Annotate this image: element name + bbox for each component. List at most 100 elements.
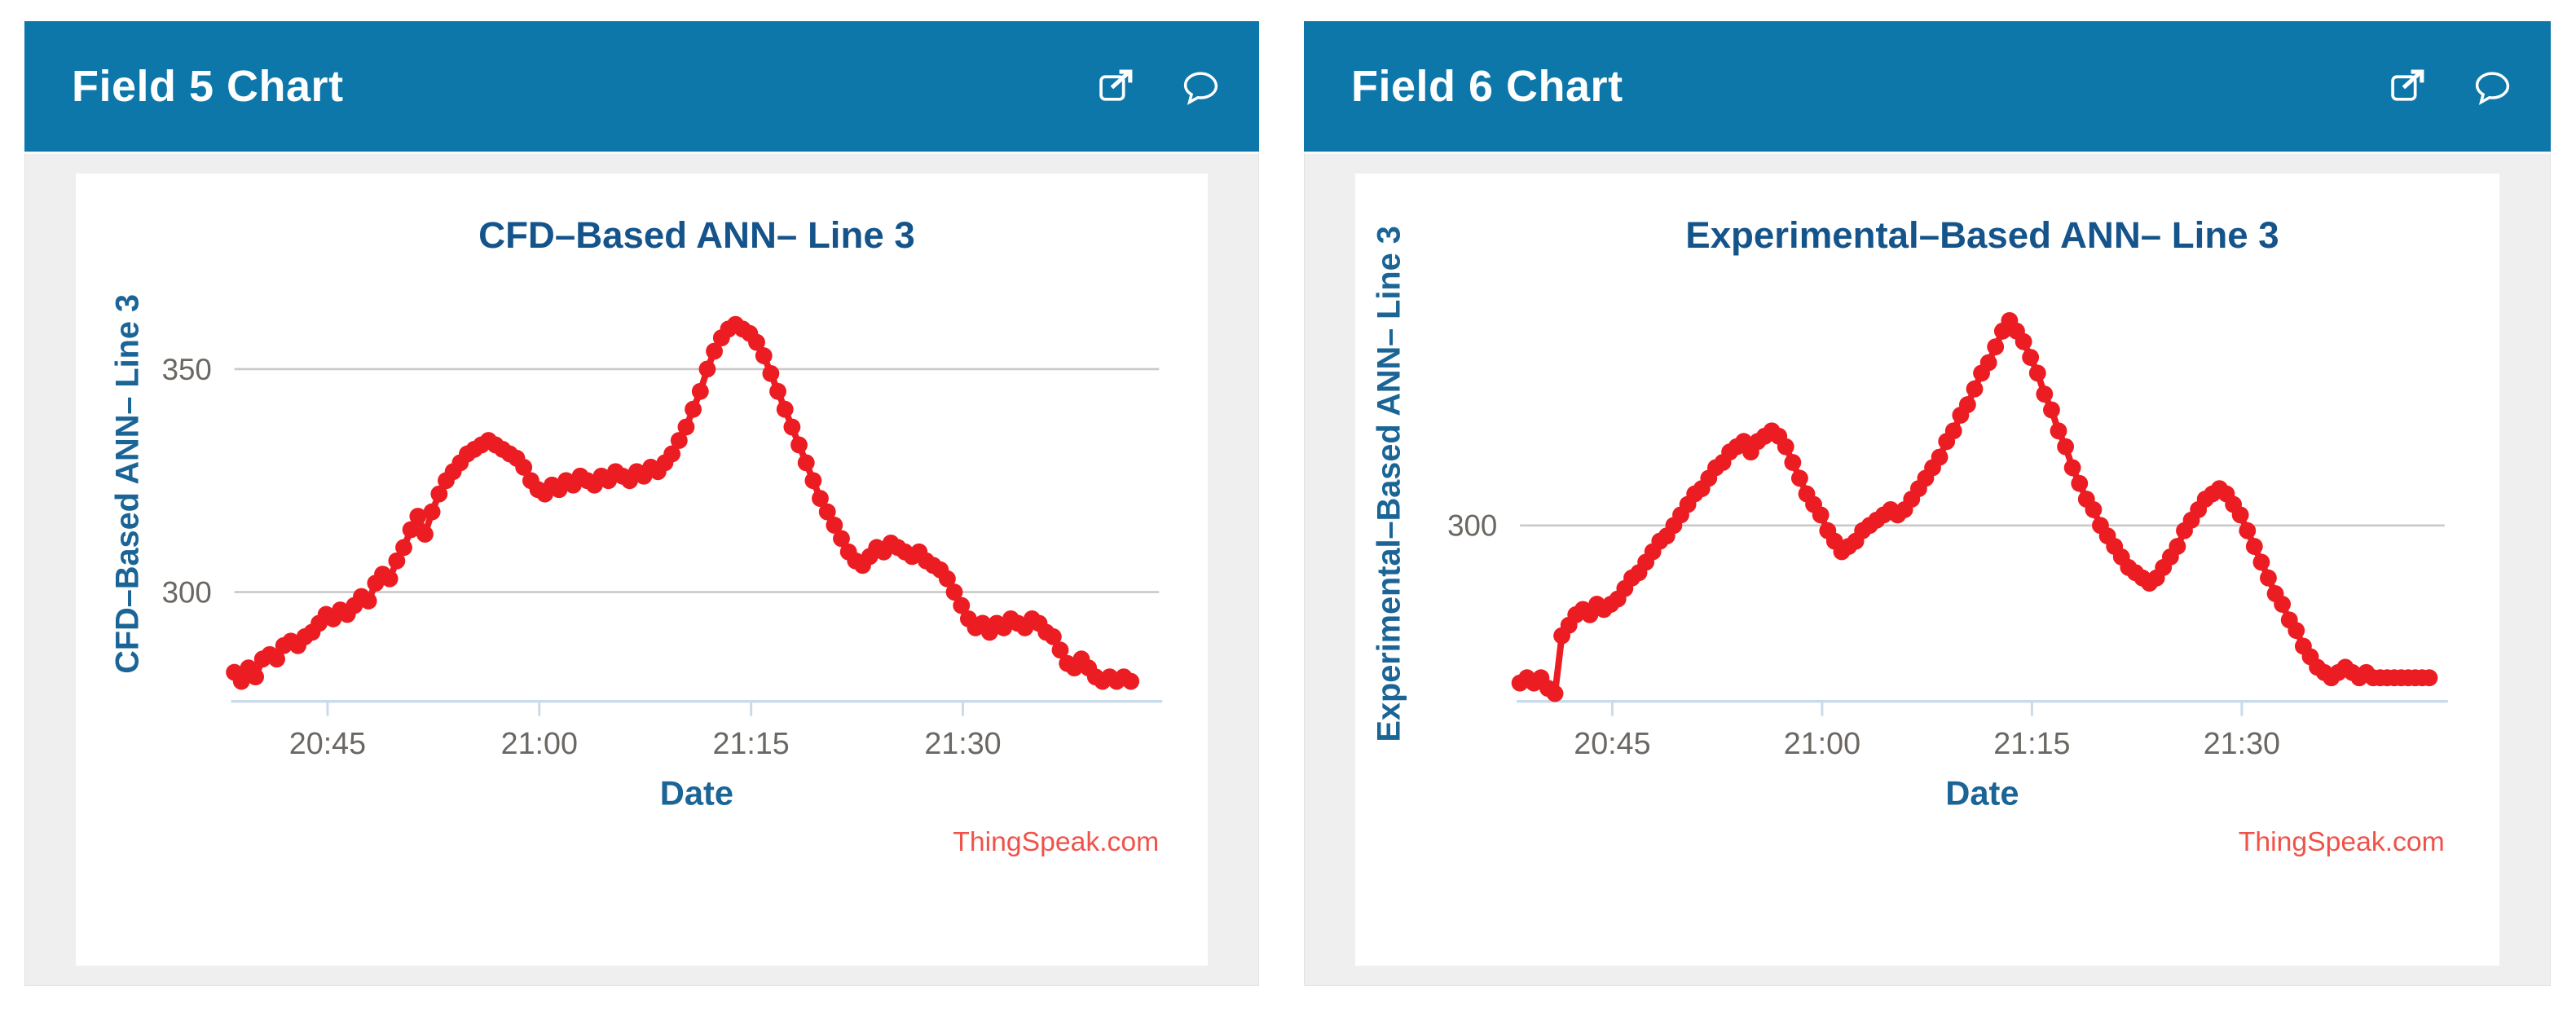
- data-point: [1931, 448, 1949, 466]
- field5-chart-panel: Field 5 Chart 300 350 20:45 21:00 21:15 21:30…: [24, 21, 1259, 989]
- x-tick-label: 20:45: [289, 726, 366, 760]
- data-point: [826, 517, 843, 534]
- data-point: [953, 597, 971, 614]
- y-axis-label: Experimental–Based ANN– Line 3: [1371, 226, 1407, 742]
- x-tick-label: 21:30: [2204, 726, 2280, 760]
- panel-header: Field 6 Chart: [1304, 21, 2551, 152]
- thingspeak-watermark: ThingSpeak.com: [2239, 826, 2445, 857]
- data-point: [762, 364, 780, 382]
- chart-title: Experimental–Based ANN– Line 3: [1685, 214, 2279, 256]
- data-point: [1546, 685, 1564, 702]
- data-point: [1966, 380, 1984, 398]
- data-point: [748, 333, 765, 351]
- data-point: [402, 521, 420, 539]
- panel-title: Field 5 Chart: [72, 62, 344, 111]
- data-point: [515, 458, 533, 476]
- data-point: [2015, 332, 2032, 350]
- panel-title: Field 6 Chart: [1351, 62, 1623, 111]
- data-point: [1944, 422, 1962, 440]
- x-tick-label: 21:15: [712, 726, 789, 760]
- data-point: [2057, 438, 2075, 456]
- data-point: [2043, 401, 2060, 419]
- chart-card: 300 350 20:45 21:00 21:15 21:30 CFD–Based ANN–…: [76, 174, 1208, 966]
- data-point: [2050, 422, 2067, 440]
- data-point: [797, 454, 815, 472]
- data-point: [430, 485, 448, 503]
- data-point: [2288, 622, 2305, 640]
- data-point: [691, 382, 709, 400]
- header-icon-group: [1098, 68, 1220, 106]
- data-point: [945, 583, 963, 601]
- data-point: [1122, 672, 1140, 690]
- data-point: [818, 503, 836, 521]
- header-icon-group: [2389, 68, 2512, 106]
- data-point: [359, 592, 377, 610]
- data-point: [2274, 596, 2292, 613]
- comment-icon[interactable]: [1182, 68, 1220, 106]
- chart-card: 300 20:45 21:00 21:15 21:30 Experimental–Base…: [1355, 174, 2499, 966]
- data-point: [1044, 627, 1062, 645]
- data-point: [2252, 553, 2270, 571]
- data-point: [2063, 459, 2081, 477]
- field6-chart-panel: Field 6 Chart 300 20:45 21:00 21:15 21:30 Exp…: [1304, 21, 2551, 989]
- data-point: [769, 382, 786, 400]
- external-link-icon[interactable]: [2389, 68, 2428, 106]
- data-point: [1812, 506, 1830, 524]
- data-point: [783, 418, 801, 436]
- data-point: [2231, 506, 2249, 524]
- data-point: [409, 508, 427, 525]
- x-tick-label: 21:00: [1784, 726, 1860, 760]
- data-point: [2420, 669, 2438, 687]
- chart-title: CFD–Based ANN– Line 3: [478, 214, 915, 256]
- data-point: [670, 432, 688, 449]
- data-point: [677, 418, 695, 436]
- chart-canvas: 300 20:45 21:00 21:15 21:30 Experimental–Base…: [1371, 214, 2448, 857]
- data-point: [2169, 538, 2186, 555]
- data-point: [2245, 538, 2263, 555]
- y-axis-label: CFD–Based ANN– Line 3: [110, 294, 146, 674]
- data-point: [2022, 349, 2040, 366]
- panel-body: 300 350 20:45 21:00 21:15 21:30 CFD–Based ANN–…: [24, 152, 1259, 986]
- data-point: [2260, 569, 2277, 587]
- data-point: [685, 400, 702, 418]
- data-point: [423, 503, 441, 521]
- data-point: [268, 650, 286, 668]
- external-link-icon[interactable]: [1098, 68, 1136, 106]
- data-point: [1784, 454, 1802, 471]
- data-point: [812, 490, 829, 508]
- data-point: [1987, 338, 2005, 356]
- data-point: [663, 445, 681, 463]
- x-tick-label: 21:30: [924, 726, 1001, 760]
- data-point: [939, 570, 956, 588]
- y-tick-label: 300: [1447, 509, 1497, 543]
- data-point: [1777, 438, 1794, 456]
- x-tick-label: 20:45: [1574, 726, 1650, 760]
- data-point: [2085, 500, 2103, 518]
- chart-canvas: 300 350 20:45 21:00 21:15 21:30 CFD–Based ANN–…: [110, 214, 1163, 857]
- data-point: [1979, 354, 1997, 372]
- data-point: [1790, 469, 1808, 487]
- data-point: [381, 570, 399, 588]
- x-tick-label: 21:15: [1993, 726, 2070, 760]
- x-axis-label: Date: [660, 774, 733, 812]
- y-tick-label: 350: [162, 353, 212, 386]
- data-point: [2071, 474, 2089, 492]
- data-point: [395, 539, 412, 557]
- x-tick-label: 21:00: [501, 726, 578, 760]
- data-point: [706, 342, 723, 360]
- data-point: [388, 552, 406, 570]
- data-point: [755, 347, 773, 364]
- data-point: [247, 668, 265, 686]
- comment-icon[interactable]: [2473, 68, 2512, 106]
- data-point: [232, 672, 250, 690]
- panel-header: Field 5 Chart: [24, 21, 1259, 152]
- data-point: [790, 436, 808, 454]
- thingspeak-watermark: ThingSpeak.com: [953, 826, 1159, 857]
- data-point: [1051, 641, 1069, 659]
- data-point: [2028, 364, 2046, 382]
- data-point: [833, 530, 850, 548]
- data-point: [776, 400, 794, 418]
- y-tick-label: 300: [162, 575, 212, 609]
- data-point: [1958, 396, 1976, 413]
- data-point: [804, 472, 822, 490]
